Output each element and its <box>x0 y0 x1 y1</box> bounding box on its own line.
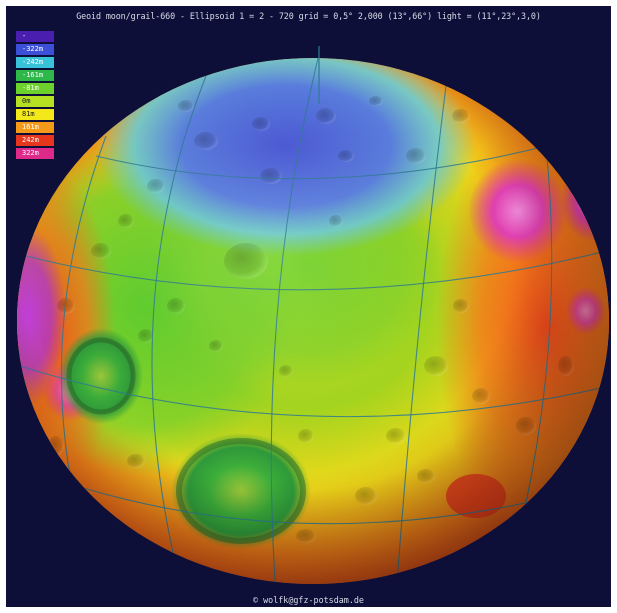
legend-item: 81m <box>16 109 54 120</box>
legend-item: 0m <box>16 96 54 107</box>
moon-geoid-globe <box>17 46 609 584</box>
legend-item: -81m <box>16 83 54 94</box>
height-legend: - -322m -242m -161m -81m 0m 81m 161m 242… <box>16 31 54 161</box>
legend-item: - <box>16 31 54 42</box>
legend-item: -322m <box>16 44 54 55</box>
legend-item: -161m <box>16 70 54 81</box>
legend-item: 242m <box>16 135 54 146</box>
credit-footer: © wolfk@gfz-potsdam.de <box>253 595 364 605</box>
figure-title: Geoid moon/grail-660 - Ellipsoid 1 = 2 -… <box>76 11 541 21</box>
legend-item: 161m <box>16 122 54 133</box>
legend-item: 322m <box>16 148 54 159</box>
legend-item: -242m <box>16 57 54 68</box>
